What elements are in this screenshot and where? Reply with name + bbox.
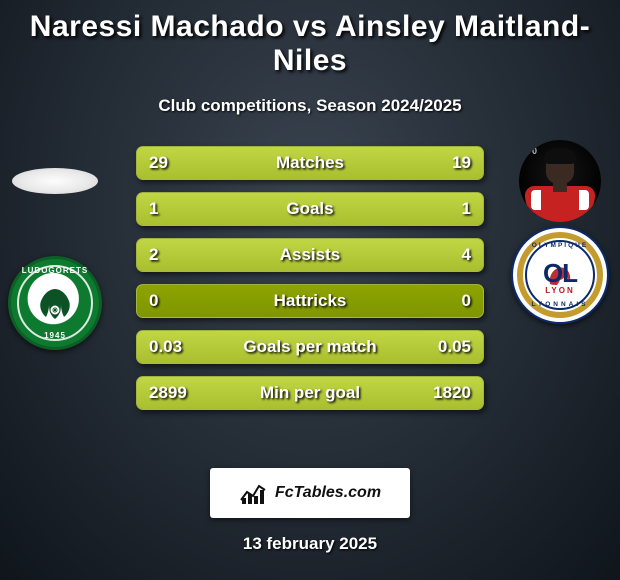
subtitle: Club competitions, Season 2024/2025 [0,96,620,116]
player-left-avatar [12,168,98,238]
club-left-founded: 1945 [11,331,99,340]
shirt-number: 70 [527,146,537,156]
club-left-name: LUDOGORETS [11,266,99,275]
stat-value-right: 0.05 [438,331,471,363]
stat-row: 1Goals1 [136,192,484,226]
stat-value-right: 0 [462,285,471,317]
club-right-badge: OLYMPIQUE OL LYON LYONNAIS [511,226,609,324]
club-right-bottom-text: LYONNAIS [513,301,607,308]
stat-value-right: 4 [462,239,471,271]
club-right-mono: OL [513,258,607,289]
stat-label: Goals [137,193,483,225]
stat-row: 2899Min per goal1820 [136,376,484,410]
club-left-badge: LUDOGORETS 1945 [8,256,102,350]
eagle-icon [32,283,78,323]
stat-value-right: 19 [452,147,471,179]
player-right-avatar: 70 [517,140,603,216]
stat-value-right: 1 [462,193,471,225]
stat-rows: 29Matches19 1Goals1 2Assists4 0Hattricks0 0.… [136,146,484,410]
page-title: Naressi Machado vs Ainsley Maitland-Nile… [0,0,620,78]
stat-label: Goals per match [137,331,483,363]
stat-row: 2Assists4 [136,238,484,272]
chart-icon [239,480,269,506]
comparison-arena: LUDOGORETS 1945 70 OLYMP [0,146,620,446]
stat-row: 0Hattricks0 [136,284,484,318]
stat-label: Min per goal [137,377,483,409]
footer-date: 13 february 2025 [0,534,620,554]
stat-label: Hattricks [137,285,483,317]
stat-label: Matches [137,147,483,179]
stat-value-right: 1820 [433,377,471,409]
left-player-column: LUDOGORETS 1945 [0,146,110,350]
branding-label: FcTables.com [275,484,381,502]
stat-label: Assists [137,239,483,271]
stat-row: 0.03Goals per match0.05 [136,330,484,364]
right-player-column: 70 OLYMPIQUE OL LYON LYONNAIS [505,146,615,324]
club-right-top-text: OLYMPIQUE [513,242,607,249]
stat-row: 29Matches19 [136,146,484,180]
avatar-placeholder [12,168,98,194]
club-right-city: LYON [513,286,607,295]
branding-badge: FcTables.com [210,468,410,518]
